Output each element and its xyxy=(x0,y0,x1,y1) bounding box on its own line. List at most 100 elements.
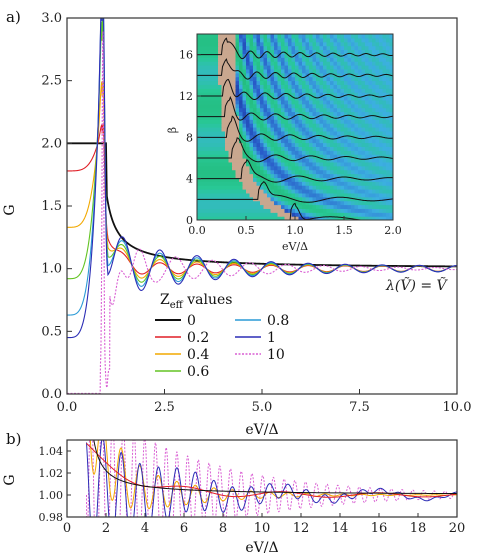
heatmap-cell xyxy=(281,158,286,163)
heatmap-cell xyxy=(204,41,209,47)
heatmap-cell xyxy=(242,130,247,136)
heatmap-cell xyxy=(344,53,349,58)
heatmap-cell xyxy=(263,99,268,105)
heatmap-cell xyxy=(239,72,244,78)
heatmap-cell xyxy=(389,99,393,105)
heatmap-cell xyxy=(260,177,265,182)
heatmap-cell xyxy=(354,72,359,78)
heatmap-cell xyxy=(386,181,391,186)
heatmap-cell xyxy=(333,88,338,93)
heatmap-cell xyxy=(337,192,342,198)
heatmap-cell xyxy=(207,53,212,58)
legend-title: Zeff values xyxy=(160,292,232,311)
heatmap-cell xyxy=(211,68,216,74)
heatmap-cell xyxy=(228,165,233,171)
heatmap-cell xyxy=(347,88,352,93)
heatmap-cell xyxy=(207,138,212,144)
heatmap-cell xyxy=(379,173,384,178)
heatmap-cell xyxy=(330,37,335,43)
heatmap-cell xyxy=(347,111,352,116)
heatmap-cell xyxy=(347,84,352,89)
heatmap-cell xyxy=(354,158,359,163)
heatmap-cell xyxy=(225,192,230,198)
heatmap-cell xyxy=(277,204,282,209)
heatmap-cell xyxy=(386,134,391,140)
heatmap-cell xyxy=(232,212,237,217)
heatmap-cell xyxy=(256,49,261,54)
heatmap-cell xyxy=(372,196,377,202)
heatmap-cell xyxy=(326,49,331,54)
heatmap-cell xyxy=(197,177,202,182)
heatmap-cell xyxy=(375,127,380,132)
heatmap-cell xyxy=(375,177,380,182)
heatmap-cell xyxy=(288,196,293,202)
heatmap-cell xyxy=(284,65,289,70)
heatmap-cell xyxy=(372,212,377,217)
heatmap-cell xyxy=(330,154,335,159)
heatmap-cell xyxy=(235,177,240,182)
heatmap-cell xyxy=(249,146,254,151)
heatmap-cell xyxy=(204,65,209,70)
heatmap-cell xyxy=(319,177,324,182)
heatmap-cell xyxy=(263,57,268,62)
heatmap-cell xyxy=(337,181,342,186)
heatmap-cell xyxy=(277,123,282,128)
heatmap-cell xyxy=(242,161,247,167)
main-x-axis-label: eV/Δ xyxy=(245,422,278,438)
heatmap-cell xyxy=(365,150,370,155)
heatmap-cell xyxy=(204,45,209,51)
heatmap-cell xyxy=(214,61,219,66)
heatmap-cell xyxy=(309,68,314,74)
heatmap-cell xyxy=(235,41,240,47)
heatmap-cell xyxy=(351,119,356,124)
heatmap-cell xyxy=(319,181,324,186)
heatmap-cell xyxy=(204,150,209,155)
heatmap-cell xyxy=(256,68,261,74)
heatmap-cell xyxy=(354,130,359,136)
heatmap-cell xyxy=(351,107,356,113)
heatmap-cell xyxy=(358,165,363,171)
heatmap-cell xyxy=(382,65,387,70)
heatmap-cell xyxy=(361,138,366,144)
heatmap-cell xyxy=(214,185,219,190)
heatmap-cell xyxy=(351,181,356,186)
heatmap-cell xyxy=(344,142,349,147)
heatmap-cell xyxy=(330,169,335,175)
heatmap-cell xyxy=(354,68,359,74)
heatmap-cell xyxy=(333,212,338,217)
heatmap-cell xyxy=(274,65,279,70)
heatmap-cell xyxy=(218,96,223,101)
heatmap-cell xyxy=(389,88,393,93)
heatmap-cell xyxy=(260,88,265,93)
heatmap-cell xyxy=(288,181,293,186)
heatmap-cell xyxy=(242,34,247,39)
heatmap-cell xyxy=(333,177,338,182)
heatmap-cell xyxy=(354,76,359,82)
heatmap-cell xyxy=(288,57,293,62)
heatmap-cell xyxy=(302,169,307,175)
heatmap-cell xyxy=(319,49,324,54)
zoom-x-tick-label: 16 xyxy=(371,521,388,536)
heatmap-cell xyxy=(284,115,289,120)
heatmap-cell xyxy=(277,37,282,43)
heatmap-cell xyxy=(197,138,202,144)
heatmap-cell xyxy=(228,80,233,85)
heatmap-cell xyxy=(365,72,370,78)
heatmap-cell xyxy=(340,96,345,101)
heatmap-cell xyxy=(344,150,349,155)
heatmap-cell xyxy=(253,173,258,178)
heatmap-cell xyxy=(204,123,209,128)
heatmap-cell xyxy=(291,185,296,190)
heatmap-cell xyxy=(344,123,349,128)
heatmap-cell xyxy=(256,134,261,140)
heatmap-cell xyxy=(263,208,268,213)
heatmap-cell xyxy=(323,76,328,82)
heatmap-cell xyxy=(372,72,377,78)
heatmap-cell xyxy=(232,49,237,54)
heatmap-cell xyxy=(305,150,310,155)
heatmap-cell xyxy=(274,177,279,182)
heatmap-cell xyxy=(302,111,307,116)
heatmap-cell xyxy=(284,103,289,109)
heatmap-cell xyxy=(239,57,244,62)
heatmap-cell xyxy=(291,111,296,116)
